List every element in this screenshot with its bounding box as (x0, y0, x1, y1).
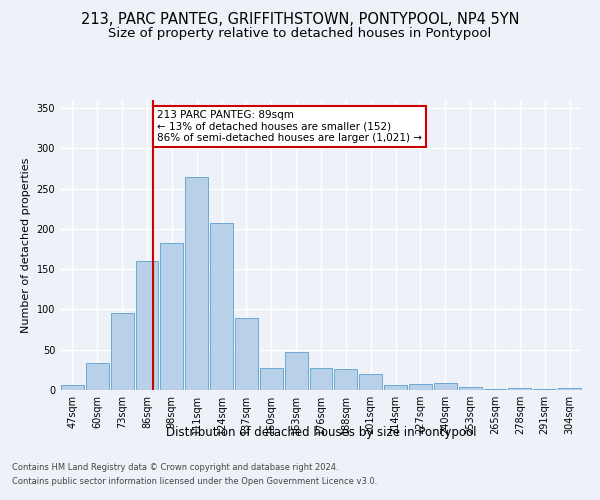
Bar (558, 388, 581, 390)
Bar (508, 388, 531, 390)
Bar (160, 242, 183, 390)
Bar (185, 176, 208, 390)
Text: Size of property relative to detached houses in Pontypool: Size of property relative to detached ho… (109, 28, 491, 40)
Bar (235, 318, 258, 390)
Bar (484, 389, 506, 390)
Bar (533, 389, 556, 390)
Text: Contains HM Land Registry data © Crown copyright and database right 2024.: Contains HM Land Registry data © Crown c… (12, 464, 338, 472)
Text: Distribution of detached houses by size in Pontypool: Distribution of detached houses by size … (166, 426, 476, 439)
Bar (210, 223, 233, 390)
Text: Contains public sector information licensed under the Open Government Licence v3: Contains public sector information licen… (12, 477, 377, 486)
Bar (434, 383, 457, 390)
Bar (136, 261, 158, 390)
Bar (384, 385, 407, 390)
Bar (310, 368, 332, 390)
Bar (111, 314, 134, 390)
Bar (285, 352, 308, 390)
Y-axis label: Number of detached properties: Number of detached properties (21, 158, 31, 332)
Bar (86, 362, 109, 390)
Bar (61, 385, 84, 390)
Bar (409, 384, 432, 390)
Bar (359, 374, 382, 390)
Bar (334, 369, 357, 390)
Text: 213, PARC PANTEG, GRIFFITHSTOWN, PONTYPOOL, NP4 5YN: 213, PARC PANTEG, GRIFFITHSTOWN, PONTYPO… (81, 12, 519, 28)
Bar (459, 387, 482, 390)
Bar (260, 368, 283, 390)
Text: 213 PARC PANTEG: 89sqm
← 13% of detached houses are smaller (152)
86% of semi-de: 213 PARC PANTEG: 89sqm ← 13% of detached… (157, 110, 422, 143)
